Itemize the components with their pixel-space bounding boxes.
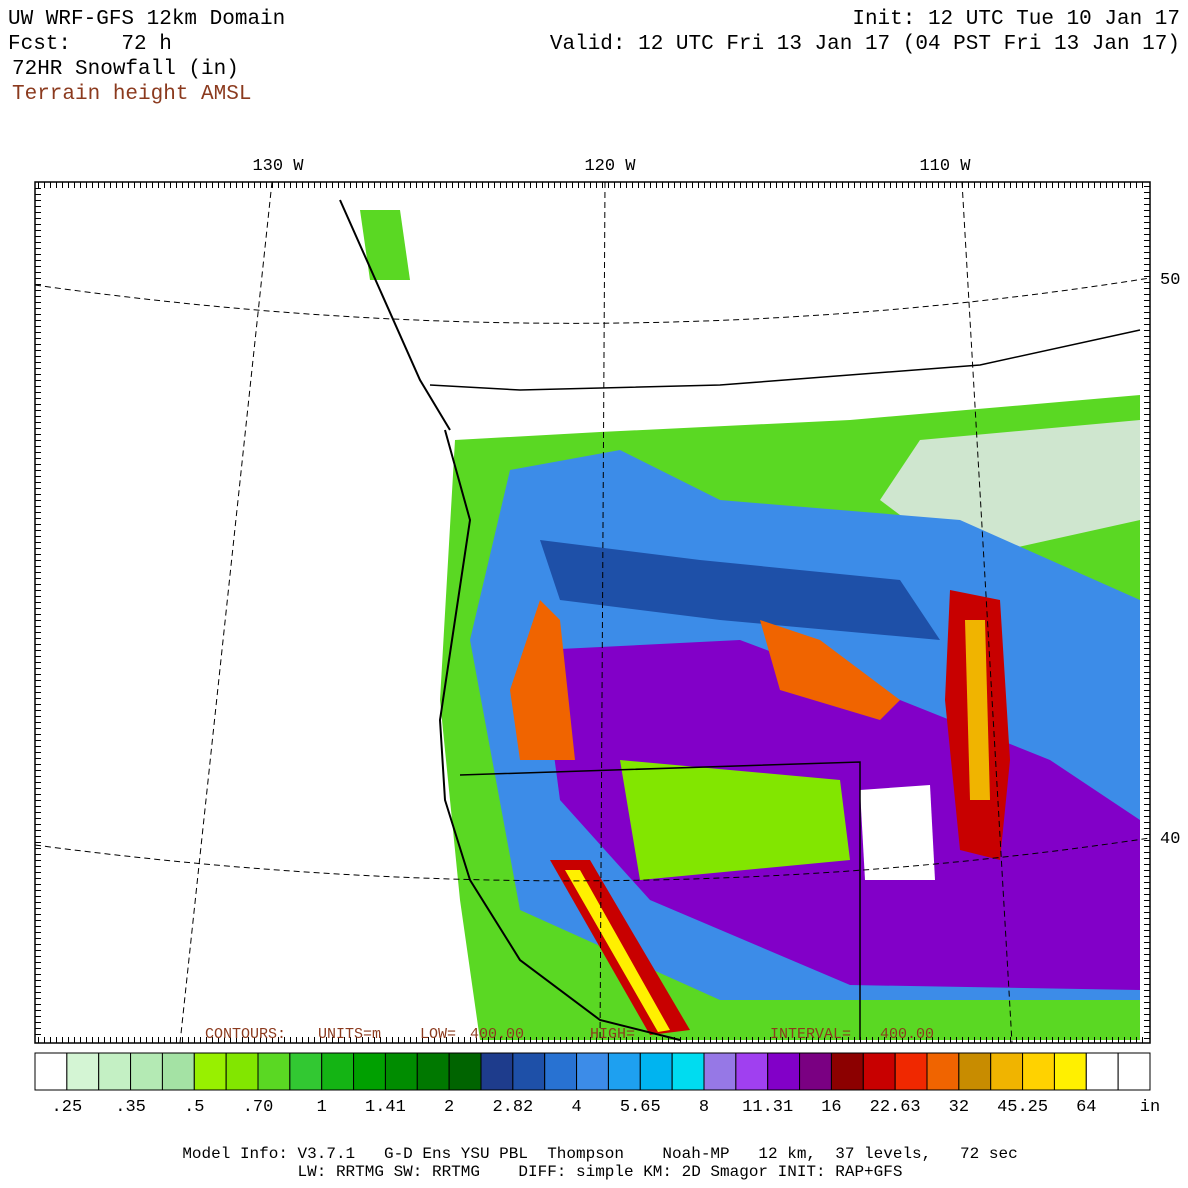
colorbar-label: 11.31 <box>742 1098 793 1117</box>
valid: Valid: 12 UTC Fri 13 Jan 17 (04 PST Fri … <box>550 33 1180 56</box>
colorbar-box <box>576 1052 609 1091</box>
colorbar-box <box>34 1052 68 1091</box>
lat-label: 40 <box>1160 830 1180 849</box>
contour-note: CONTOURS: UNITS=m LOW= 400.00 HIGH= INTERVAL=… <box>205 1026 934 1043</box>
colorbar-label: 2 <box>444 1098 454 1117</box>
title: UW WRF-GFS 12km Domain <box>8 8 285 31</box>
colorbar-box <box>448 1052 482 1091</box>
colorbar-box <box>862 1052 896 1091</box>
colorbar-label: in <box>1140 1098 1160 1117</box>
colorbar-label: 8 <box>699 1098 709 1117</box>
colorbar-box <box>990 1052 1024 1091</box>
overlay: Terrain height AMSL <box>12 83 251 106</box>
snow-area <box>760 620 900 720</box>
colorbar-box <box>416 1052 450 1091</box>
snow-area <box>565 870 670 1032</box>
colorbar-label: 5.65 <box>620 1098 661 1117</box>
colorbar-box <box>767 1052 801 1091</box>
colorbar-box <box>1022 1052 1055 1091</box>
colorbar-box <box>1117 1052 1151 1091</box>
colorbar-box <box>130 1052 163 1091</box>
footer-line: LW: RRTMG SW: RRTMG DIFF: simple KM: 2D … <box>298 1163 903 1181</box>
colorbar-box <box>926 1052 960 1091</box>
colorbar-box <box>607 1052 641 1091</box>
graticule <box>34 277 1151 324</box>
footer-line: Model Info: V3.7.1 G-D Ens YSU PBL Thomp… <box>182 1145 1017 1163</box>
colorbar-box <box>98 1052 132 1091</box>
map-frame <box>34 181 1151 1044</box>
colorbar-box <box>480 1052 514 1091</box>
colorbar-label: 4 <box>571 1098 581 1117</box>
coastline <box>438 429 681 1041</box>
colorbar-box <box>1053 1052 1087 1091</box>
colorbar-box <box>671 1052 705 1091</box>
colorbar-box <box>321 1052 355 1091</box>
colorbar-box <box>193 1052 227 1091</box>
colorbar-box <box>1085 1052 1119 1091</box>
colorbar-label: 1.41 <box>365 1098 406 1117</box>
colorbar-box <box>66 1052 100 1091</box>
graticule <box>34 837 1151 882</box>
colorbar-box <box>257 1052 291 1091</box>
contour-note-text: HIGH= <box>590 1026 635 1043</box>
forecast: Fcst: 72 h <box>8 33 172 56</box>
lon-label: 110 W <box>919 157 971 176</box>
contour-note-text: LOW= <box>420 1026 456 1043</box>
colorbar-box <box>384 1052 418 1091</box>
colorbar-label: 45.25 <box>997 1098 1048 1117</box>
snow-area <box>620 760 850 880</box>
colorbar-label: .25 <box>52 1098 83 1117</box>
colorbar-box <box>958 1052 992 1091</box>
contour-note-text: UNITS=m <box>318 1026 381 1043</box>
colorbar-box <box>353 1052 386 1091</box>
border <box>429 329 1141 391</box>
colorbar-box <box>639 1052 673 1091</box>
colorbar-box <box>830 1052 864 1091</box>
colorbar-label: .35 <box>115 1098 146 1117</box>
frame-ticks <box>35 182 1150 1043</box>
lon-label: 120 W <box>584 157 636 176</box>
colorbar-box <box>735 1052 769 1091</box>
colorbar-label: .70 <box>243 1098 274 1117</box>
colorbar-box <box>799 1052 832 1091</box>
colorbar-label: 32 <box>949 1098 969 1117</box>
snow-area <box>540 540 940 640</box>
colorbar-box <box>544 1052 578 1091</box>
snow-area <box>965 620 990 800</box>
snow-area <box>510 600 575 760</box>
colorbar-box <box>894 1052 928 1091</box>
coastline <box>339 199 451 431</box>
colorbar-box <box>161 1052 195 1091</box>
colorbar-label: .5 <box>184 1098 204 1117</box>
colorbar-box <box>703 1052 737 1091</box>
colorbar-box <box>289 1052 323 1091</box>
colorbar-label: 16 <box>821 1098 841 1117</box>
lat-label: 50 <box>1160 271 1180 290</box>
field: 72HR Snowfall (in) <box>12 58 239 81</box>
map: 130 W 120 W 110 W 50 40 CONTOURS: UNITS=m… <box>34 157 1180 1044</box>
colorbar-label: 64 <box>1076 1098 1096 1117</box>
graticule <box>179 181 1013 1044</box>
contour-note-text: INTERVAL= <box>770 1026 851 1043</box>
colorbar-box <box>225 1052 259 1091</box>
contour-note-text: 400.00 <box>470 1026 524 1043</box>
colorbar-box <box>512 1052 546 1091</box>
colorbar: .25 .35 .5 .70 1 1.41 2 2.82 4 5.65 8 11.31 16 22.63 3… <box>34 1052 1160 1117</box>
snow-area <box>360 210 410 280</box>
snow-area <box>860 785 935 880</box>
contour-note-text: CONTOURS: <box>205 1026 286 1043</box>
lon-label: 130 W <box>252 157 304 176</box>
border <box>459 761 861 1040</box>
contour-note-text: 400.00 <box>880 1026 934 1043</box>
colorbar-label: 2.82 <box>492 1098 533 1117</box>
colorbar-label: 1 <box>317 1098 327 1117</box>
init: Init: 12 UTC Tue 10 Jan 17 <box>852 8 1180 31</box>
colorbar-label: 22.63 <box>870 1098 921 1117</box>
